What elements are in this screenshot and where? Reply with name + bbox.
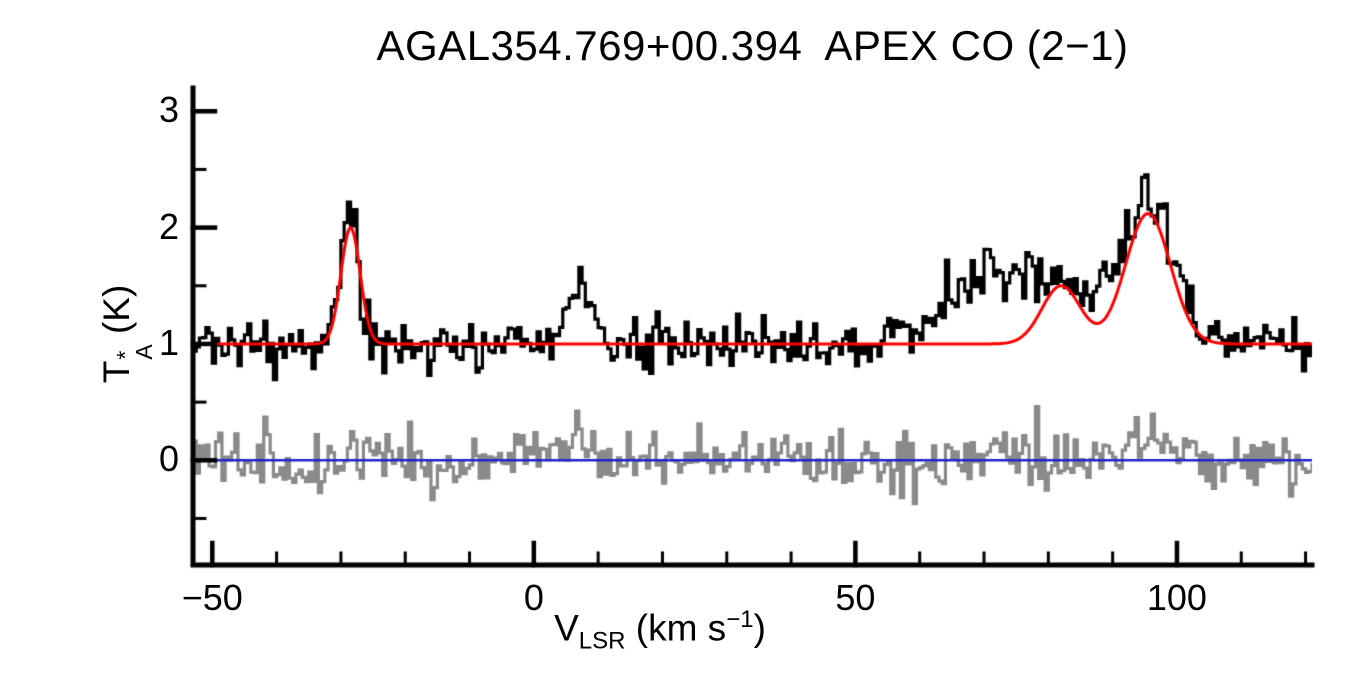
y-tick-label: 1 bbox=[158, 321, 179, 363]
x-tick-label: 50 bbox=[835, 577, 876, 618]
x-axis-label-subscript: LSR bbox=[578, 627, 626, 655]
x-axis-label-unit-post: ) bbox=[753, 607, 766, 649]
x-axis-label-superscript: −1 bbox=[726, 606, 754, 633]
y-axis-label: T * A (K) bbox=[96, 184, 157, 484]
x-tick-label: 0 bbox=[523, 577, 544, 618]
y-tick-label: 3 bbox=[158, 89, 179, 131]
x-tick-label: −50 bbox=[181, 577, 243, 618]
y-tick-label: 2 bbox=[158, 205, 179, 247]
y-axis-label-unit: (K) bbox=[96, 284, 137, 345]
x-axis-label-unit-pre: (km s bbox=[625, 607, 727, 649]
x-tick-label: 100 bbox=[1146, 577, 1207, 618]
plot-title: AGAL354.769+00.394 APEX CO (2−1) bbox=[376, 22, 1129, 69]
y-axis-label-symbol: T bbox=[96, 360, 137, 384]
y-tick-label: 0 bbox=[158, 438, 179, 480]
x-axis-label-symbol: V bbox=[554, 607, 579, 649]
y-axis-label-subscript: A bbox=[131, 344, 157, 360]
x-axis-label: VLSR (km s−1) bbox=[455, 606, 865, 656]
y-axis-label-scripts: * A bbox=[112, 344, 157, 360]
